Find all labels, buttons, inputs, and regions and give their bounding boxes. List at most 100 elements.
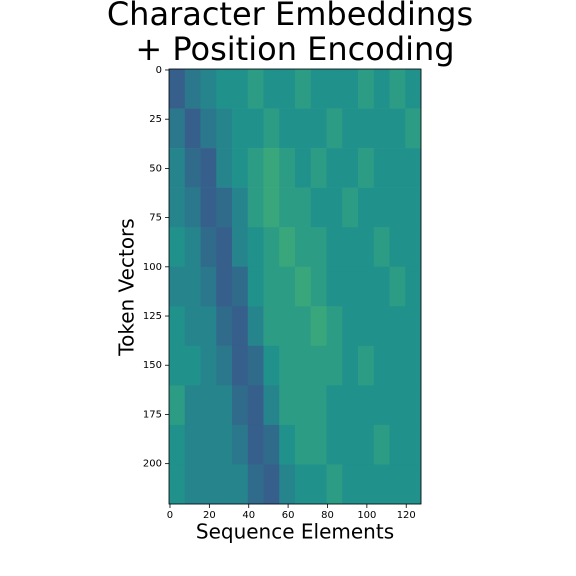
- heatmap-cell: [263, 108, 280, 149]
- heatmap-cell: [279, 266, 296, 307]
- heatmap-cell: [232, 108, 249, 149]
- heatmap-cell: [326, 148, 343, 188]
- heatmap-cell: [169, 464, 186, 505]
- heatmap-cell: [200, 385, 217, 426]
- heatmap-cell: [295, 345, 312, 386]
- heatmap-cell: [216, 424, 233, 465]
- heatmap-cell: [247, 148, 264, 188]
- heatmap-cell: [326, 464, 343, 505]
- heatmap-cell: [279, 345, 296, 386]
- heatmap-cell: [200, 306, 217, 347]
- heatmap-cell: [263, 345, 280, 386]
- heatmap-cell: [295, 385, 312, 426]
- heatmap-cell: [263, 266, 280, 307]
- heatmap-cell: [389, 464, 406, 505]
- heatmap-cell: [216, 306, 233, 347]
- heatmap-cell: [263, 464, 280, 505]
- heatmap-cell: [232, 306, 249, 347]
- y-tick-label: 100: [143, 262, 162, 273]
- heatmap-cell: [169, 108, 186, 149]
- heatmap-cell: [326, 69, 343, 109]
- heatmap-cell: [200, 108, 217, 149]
- heatmap: [169, 69, 422, 505]
- heatmap-cell: [247, 187, 264, 228]
- heatmap-cell: [232, 266, 249, 307]
- heatmap-cell: [342, 464, 359, 505]
- heatmap-cell: [310, 148, 327, 188]
- heatmap-cell: [263, 148, 280, 188]
- heatmap-cell: [232, 385, 249, 426]
- heatmap-cell: [389, 306, 406, 347]
- heatmap-cell: [326, 385, 343, 426]
- y-tick-label: 175: [143, 409, 162, 420]
- heatmap-cell: [358, 266, 375, 307]
- y-tick-label: 200: [143, 459, 162, 470]
- heatmap-cell: [200, 464, 217, 505]
- heatmap-cell: [310, 464, 327, 505]
- heatmap-cell: [232, 148, 249, 188]
- heatmap-cell: [342, 306, 359, 347]
- heatmap-cell: [184, 227, 201, 268]
- heatmap-cell: [200, 424, 217, 465]
- heatmap-cell: [216, 227, 233, 268]
- heatmap-cell: [405, 345, 422, 386]
- y-tick-label: 25: [149, 114, 162, 125]
- heatmap-cell: [247, 345, 264, 386]
- heatmap-cell: [373, 108, 390, 149]
- heatmap-cell: [169, 345, 186, 386]
- heatmap-cell: [342, 385, 359, 426]
- heatmap-cell: [358, 345, 375, 386]
- heatmap-cell: [169, 424, 186, 465]
- heatmap-cell: [295, 187, 312, 228]
- heatmap-cell: [310, 385, 327, 426]
- heatmap-cell: [247, 108, 264, 149]
- heatmap-cell: [310, 69, 327, 109]
- heatmap-cell: [405, 424, 422, 465]
- heatmap-cell: [216, 108, 233, 149]
- heatmap-cell: [247, 69, 264, 109]
- heatmap-cell: [295, 266, 312, 307]
- heatmap-cell: [295, 464, 312, 505]
- heatmap-cell: [169, 306, 186, 347]
- heatmap-cell: [373, 306, 390, 347]
- heatmap-cell: [263, 187, 280, 228]
- heatmap-cell: [373, 424, 390, 465]
- heatmap-cell: [169, 227, 186, 268]
- heatmap-cell: [373, 69, 390, 109]
- heatmap-cell: [279, 69, 296, 109]
- heatmap-cell: [200, 345, 217, 386]
- heatmap-cell: [184, 424, 201, 465]
- heatmap-cell: [279, 187, 296, 228]
- heatmap-cell: [358, 227, 375, 268]
- heatmap-cell: [310, 266, 327, 307]
- heatmap-cell: [326, 424, 343, 465]
- heatmap-cell: [200, 187, 217, 228]
- heatmap-cell: [279, 424, 296, 465]
- heatmap-cell: [342, 266, 359, 307]
- heatmap-cell: [326, 108, 343, 149]
- y-tick-label: 150: [143, 360, 162, 371]
- heatmap-cell: [342, 424, 359, 465]
- heatmap-cell: [279, 148, 296, 188]
- heatmap-cell: [358, 385, 375, 426]
- heatmap-cell: [310, 424, 327, 465]
- heatmap-cell: [184, 385, 201, 426]
- heatmap-cell: [326, 227, 343, 268]
- y-tick-label: 75: [149, 213, 162, 224]
- heatmap-cell: [310, 227, 327, 268]
- heatmap-cell: [247, 306, 264, 347]
- heatmap-cell: [389, 187, 406, 228]
- x-tick-label: 40: [242, 510, 255, 521]
- heatmap-cell: [405, 266, 422, 307]
- heatmap-cell: [247, 424, 264, 465]
- heatmap-cell: [405, 148, 422, 188]
- heatmap-cell: [389, 69, 406, 109]
- heatmap-cell: [342, 345, 359, 386]
- heatmap-cell: [169, 69, 186, 109]
- heatmap-cell: [279, 227, 296, 268]
- heatmap-cell: [216, 266, 233, 307]
- heatmap-cell: [358, 424, 375, 465]
- heatmap-cell: [389, 385, 406, 426]
- heatmap-cell: [169, 148, 186, 188]
- heatmap-cell: [342, 187, 359, 228]
